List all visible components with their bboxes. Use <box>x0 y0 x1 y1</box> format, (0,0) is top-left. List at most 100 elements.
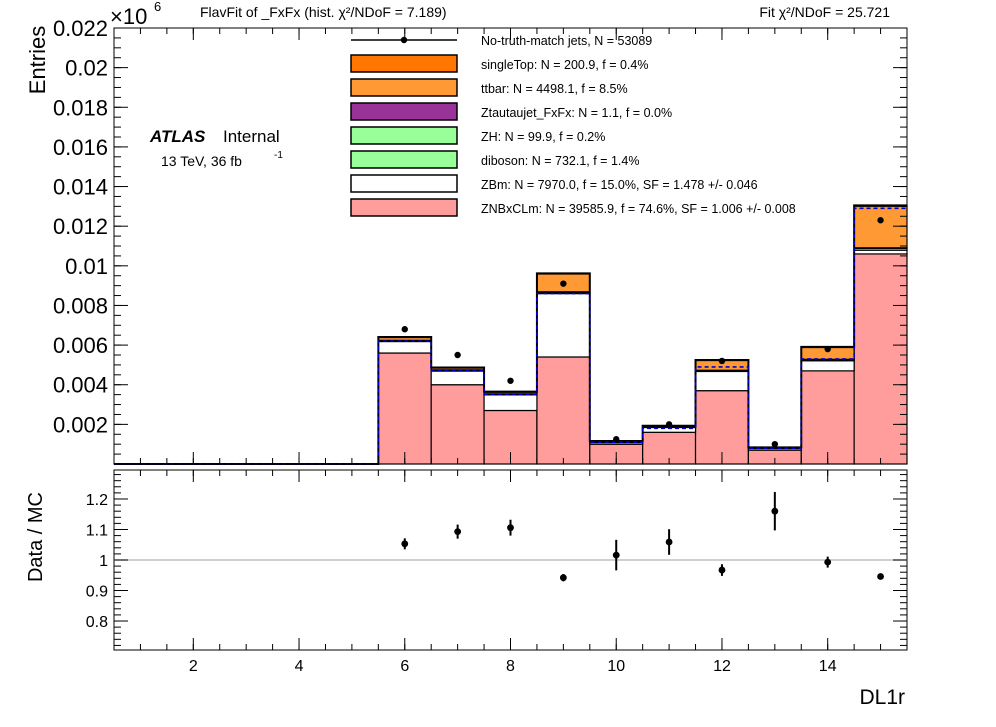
bar-ZBm-bin-6 <box>377 340 432 354</box>
ratio-plot: 0.8 0.9 1 1.1 1.2 2 4 6 8 10 12 14 <box>86 469 908 675</box>
ratio-point-bin-6 <box>401 540 409 548</box>
data-point-bin-12 <box>718 357 726 365</box>
legend-swatch <box>350 78 458 97</box>
legend-label: singleTop: N = 200.9, f = 0.4% <box>481 58 648 72</box>
legend-entry-ZNBxCLm: ZNBxCLm: N = 39585.9, f = 74.6%, SF = 1.… <box>350 198 796 217</box>
ratio-y-ticks: 0.8 0.9 1 1.1 1.2 <box>86 474 907 646</box>
ratio-y-axis-title: Data / MC <box>25 492 47 582</box>
ratio-point-bin-13 <box>771 507 779 515</box>
atlas-label: ATLAS <box>149 127 206 146</box>
legend-entry-diboson: diboson: N = 732.1, f = 1.4% <box>350 150 639 169</box>
data-point-bin-9 <box>560 280 567 287</box>
legend-swatch <box>350 198 458 217</box>
legend-swatch <box>350 54 458 73</box>
x-tick-label: 10 <box>607 658 625 675</box>
data-point-bin-13 <box>771 440 779 448</box>
legend-entry-ZH: ZH: N = 99.9, f = 0.2% <box>350 126 605 145</box>
data-point-bin-6 <box>401 326 408 333</box>
energy-lumi-label: 13 TeV, 36 fb <box>161 153 242 169</box>
x-tick-label: 12 <box>713 658 731 675</box>
bar-ZBm-bin-7 <box>430 370 485 386</box>
header-left-title: FlavFit of _FxFx (hist. χ²/NDoF = 7.189) <box>200 4 447 20</box>
data-point-bin-10 <box>613 436 620 443</box>
ratio-points <box>401 491 884 582</box>
y-multiplier-exponent: 6 <box>154 0 161 14</box>
data-points <box>401 217 884 448</box>
legend-swatch <box>350 102 458 121</box>
legend-label: Ztautaujet_FxFx: N = 1.1, f = 0.0% <box>481 106 672 120</box>
main-y-tick-label: 0.022 <box>53 16 108 41</box>
ratio-point-bin-10 <box>612 551 620 559</box>
legend-label: ZH: N = 99.9, f = 0.2% <box>481 130 605 144</box>
main-y-ticks: 0.002 0.004 0.006 0.008 0.01 0.012 0.014 0.016 0… <box>53 16 907 455</box>
legend-label: ttbar: N = 4498.1, f = 8.5% <box>481 82 628 96</box>
data-point-bin-8 <box>507 377 514 384</box>
header-right-title: Fit χ²/NDoF = 25.721 <box>759 4 890 20</box>
lumi-superscript: -1 <box>274 150 283 161</box>
legend-entry-Ztautaujet_FxFx: Ztautaujet_FxFx: N = 1.1, f = 0.0% <box>350 102 672 121</box>
bar-ZNBxCLm-bin-9 <box>536 356 591 465</box>
legend-entry-singleTop: singleTop: N = 200.9, f = 0.4% <box>350 54 648 73</box>
bar-ZBm-bin-14 <box>800 360 855 372</box>
x-tick-label: 6 <box>400 658 409 675</box>
ratio-point-bin-7 <box>454 528 462 536</box>
legend-swatch <box>350 174 458 193</box>
data-point-bin-15 <box>877 217 884 224</box>
main-y-tick-label: 0.006 <box>53 333 108 358</box>
ratio-y-tick-label: 1 <box>99 553 108 570</box>
legend-marker-dot <box>400 36 408 44</box>
bar-ZNBxCLm-bin-6 <box>377 352 432 465</box>
main-y-tick-label: 0.012 <box>53 214 108 239</box>
ratio-point-bin-15 <box>877 573 884 580</box>
ratio-point-bin-14 <box>824 558 832 566</box>
main-y-tick-label: 0.02 <box>65 56 108 81</box>
main-y-tick-label: 0.01 <box>65 254 108 279</box>
main-plot: 0.002 0.004 0.006 0.008 0.01 0.012 0.014 0.016 0… <box>53 16 908 465</box>
main-y-tick-label: 0.016 <box>53 135 108 160</box>
ratio-point-bin-12 <box>718 566 726 574</box>
x-axis-title: DL1r <box>859 686 905 709</box>
data-point-bin-14 <box>824 345 831 353</box>
ratio-point-bin-8 <box>507 524 514 532</box>
main-y-tick-label: 0.002 <box>53 412 108 437</box>
ratio-y-tick-label: 1.1 <box>86 522 108 539</box>
ratio-y-tick-label: 0.9 <box>86 584 108 601</box>
data-point-bin-11 <box>665 421 673 428</box>
bar-ZNBxCLm-bin-7 <box>430 384 485 465</box>
bar-ZNBxCLm-bin-15 <box>853 253 908 465</box>
data-point-bin-7 <box>454 351 461 359</box>
bar-ttbar-bin-15 <box>853 205 908 249</box>
ratio-point-bin-9 <box>559 574 567 582</box>
bar-ZBm-bin-8 <box>483 394 538 412</box>
x-tick-label: 4 <box>295 658 304 675</box>
legend-label: ZBm: N = 7970.0, f = 15.0%, SF = 1.478 +… <box>481 178 758 192</box>
x-tick-label: 2 <box>189 658 198 675</box>
legend-label: No-truth-match jets, N = 53089 <box>481 34 652 48</box>
bar-ZNBxCLm-bin-14 <box>800 370 855 465</box>
ratio-y-tick-label: 1.2 <box>86 492 108 509</box>
ratio-point-bin-11 <box>665 538 673 546</box>
x-tick-label: 8 <box>506 658 515 675</box>
main-y-tick-label: 0.018 <box>53 95 108 120</box>
ratio-x-ticks: 2 4 6 8 10 12 14 <box>139 470 882 675</box>
legend-entry-ttbar: ttbar: N = 4498.1, f = 8.5% <box>350 78 628 97</box>
atlas-internal-label: Internal <box>223 127 280 146</box>
legend-entry-data: No-truth-match jets, N = 53089 <box>351 34 652 48</box>
y-multiplier: ×10 <box>110 4 147 29</box>
legend: No-truth-match jets, N = 53089 singleTop:… <box>350 34 796 217</box>
main-y-axis-title: Entries <box>25 26 50 94</box>
main-y-tick-label: 0.008 <box>53 293 108 318</box>
main-y-tick-label: 0.004 <box>53 373 108 398</box>
legend-label: diboson: N = 732.1, f = 1.4% <box>481 154 639 168</box>
bar-ZBm-bin-9 <box>536 292 591 358</box>
ratio-y-tick-label: 0.8 <box>86 614 108 631</box>
legend-label: ZNBxCLm: N = 39585.9, f = 74.6%, SF = 1.… <box>481 202 796 216</box>
bar-ZBm-bin-12 <box>694 370 749 392</box>
x-tick-label: 14 <box>819 658 837 675</box>
legend-swatch <box>350 126 458 145</box>
main-x-ticks <box>139 28 882 464</box>
main-y-tick-label: 0.014 <box>53 175 108 200</box>
legend-swatch <box>350 150 458 169</box>
